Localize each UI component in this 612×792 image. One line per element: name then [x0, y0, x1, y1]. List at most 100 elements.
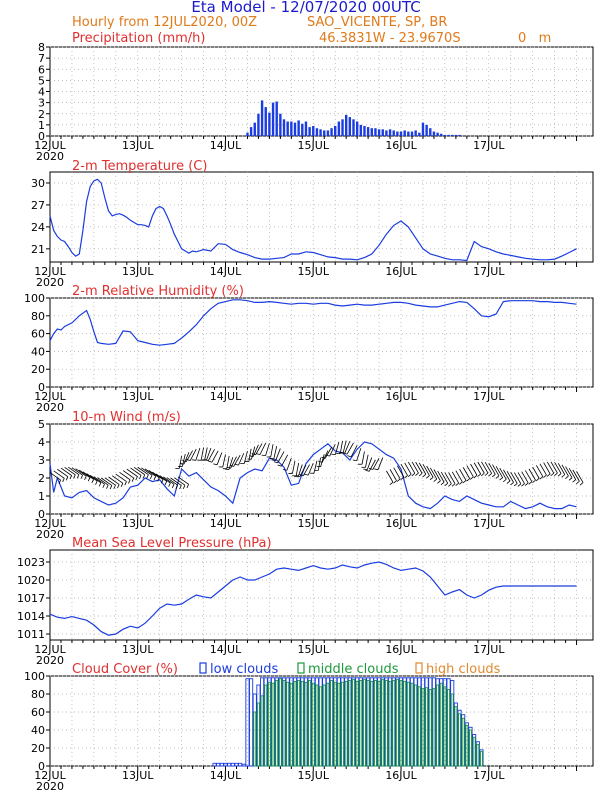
precip-bar: [304, 121, 308, 136]
wind-barb-flag: [488, 473, 492, 477]
rh-ytick-label: 100: [24, 292, 45, 305]
precip-bar: [246, 132, 249, 136]
wind-barb-flag: [415, 472, 419, 476]
cloud-year-label: 2020: [36, 780, 64, 792]
precip-bar: [249, 127, 253, 136]
low-cloud-bar: [234, 762, 239, 767]
wind-barb-flag: [477, 473, 481, 477]
wind-barb-flag: [226, 466, 231, 469]
wind-barb-shaft: [411, 461, 419, 474]
precip-bar: [407, 131, 410, 136]
precip-bar: [341, 119, 344, 136]
wind-barb-shaft: [565, 466, 573, 478]
wind-barb-shaft: [459, 468, 467, 481]
mslp-date-label: 16JUL: [385, 643, 417, 656]
rh-ytick-label: 20: [31, 363, 45, 376]
wind-barb-flag: [572, 479, 576, 483]
wind-barb-flag: [491, 474, 496, 478]
wind-barb-flag: [131, 477, 135, 482]
wind-barb-shaft: [543, 462, 551, 475]
middle-cloud-bar: [454, 706, 458, 767]
wind-barb-shaft: [189, 448, 197, 461]
wind-barb-shaft: [377, 457, 384, 470]
precip-ytick-label: 4: [38, 86, 45, 99]
wind-barb-shaft: [576, 471, 584, 483]
wind-barb-shaft: [539, 463, 547, 476]
wind-series-line: [49, 441, 577, 510]
middle-cloud-bar: [388, 680, 392, 767]
precip-bar: [344, 114, 348, 136]
wind-barb-flag: [213, 463, 218, 466]
wind-barb-flag: [98, 482, 102, 487]
low-cloud-bar: [241, 763, 246, 767]
wind-barb-flag: [400, 476, 405, 480]
middle-cloud-bar: [355, 680, 359, 767]
wind-barb-shaft: [292, 460, 296, 474]
wind-barb-shaft: [251, 446, 256, 460]
rh-date-label: 14JUL: [210, 390, 242, 403]
precip-bar: [348, 117, 352, 136]
wind-barb-flag: [277, 464, 282, 467]
wind-date-label: 16JUL: [385, 517, 417, 530]
wind-barb-shaft: [307, 462, 314, 476]
rh-date-label: 12JUL: [34, 390, 66, 403]
wind-barb-shaft: [339, 440, 343, 454]
wind-barb-flag: [182, 484, 186, 489]
wind-barb-flag: [532, 479, 536, 484]
wind-barb-shaft: [71, 467, 83, 476]
precip-bar: [418, 132, 421, 136]
wind-barb-shaft: [455, 470, 463, 483]
middle-cloud-bar: [469, 729, 472, 767]
wind-barb-shaft: [126, 468, 138, 477]
wind-barb-flag: [179, 485, 182, 490]
precip-bar: [319, 129, 322, 136]
wind-title: 10-m Wind (m/s): [72, 410, 181, 425]
wind-barb-flag: [473, 474, 478, 479]
wind-barb-shaft: [159, 475, 171, 484]
temp-ytick-label: 30: [31, 177, 45, 190]
wind-barb-flag: [470, 476, 474, 480]
temp-date-label: 13JUL: [122, 265, 154, 278]
wind-barb-shaft: [329, 444, 336, 457]
wind-barb-flag: [561, 474, 566, 478]
precip-bar: [257, 113, 260, 136]
wind-barb-shaft: [252, 444, 259, 457]
precip-ytick-label: 2: [38, 108, 45, 121]
wind-barb-flag: [294, 475, 299, 478]
cloud-date-label: 13JUL: [122, 769, 154, 782]
wind-barb-shaft: [366, 457, 373, 470]
station-name: SAO_VICENTE, SP, BR: [307, 15, 447, 30]
wind-barb-shaft: [321, 450, 329, 463]
precip-bar: [352, 119, 355, 136]
mslp-frame: [49, 549, 594, 641]
precip-ytick-label: 5: [38, 74, 45, 87]
wind-barb-flag: [393, 480, 397, 484]
wind-barb-flag: [153, 476, 157, 481]
wind-barb-flag: [579, 482, 584, 486]
middle-cloud-bar: [461, 717, 465, 767]
middle-cloud-bar: [348, 680, 352, 767]
wind-barb-flag: [157, 477, 160, 482]
mslp-title: Mean Sea Level Pressure (hPa): [72, 536, 272, 551]
middle-cloud-bar: [293, 680, 297, 767]
precip-date-label: 12JUL: [34, 139, 66, 152]
wind-barb-shaft: [133, 466, 145, 476]
wind-barb-flag: [480, 472, 485, 477]
middle-cloud-bar: [381, 679, 385, 767]
wind-barb-flag: [451, 483, 456, 487]
wind-barb-shaft: [57, 468, 69, 478]
wind-barb-flag: [363, 468, 368, 471]
precip-bar: [290, 121, 293, 136]
temp-ytick-label: 27: [31, 199, 45, 212]
precip-bar: [330, 128, 333, 136]
wind-barb-shaft: [444, 472, 452, 485]
middle-cloud-bar: [304, 681, 308, 767]
wind-barb-flag: [164, 481, 168, 486]
wind-barb-shaft: [320, 454, 325, 467]
precip-bar: [301, 123, 304, 136]
mslp-ytick-label: 1020: [17, 574, 45, 587]
rh-ytick-label: 40: [31, 345, 45, 358]
wind-barb-shaft: [148, 470, 160, 479]
wind-barb-shaft: [108, 476, 120, 485]
wind-barb-flag: [546, 473, 551, 477]
